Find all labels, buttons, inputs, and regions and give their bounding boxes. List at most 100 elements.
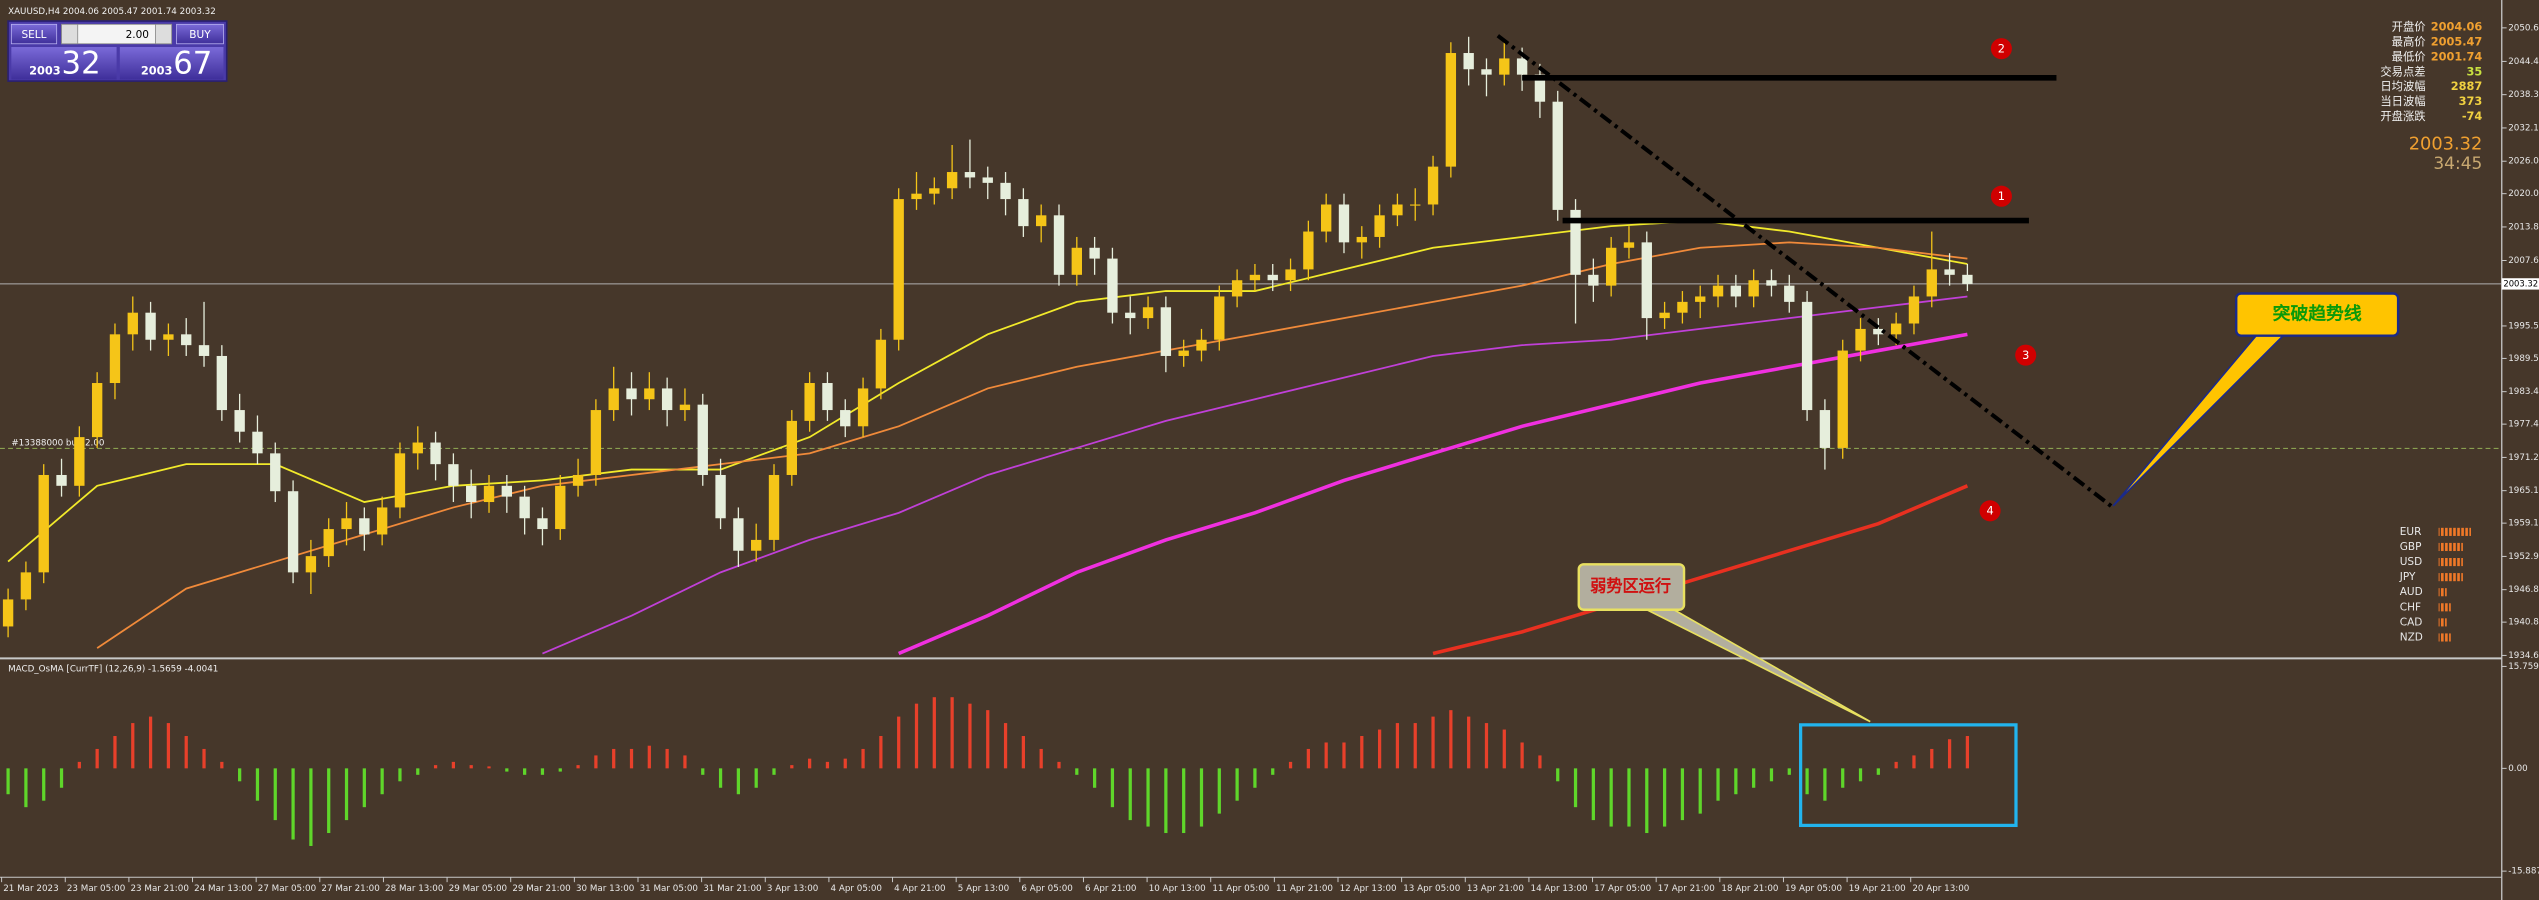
histogram-bar [1182, 768, 1186, 834]
histogram-bar [1698, 768, 1702, 814]
info-label: 交易点差 [2380, 64, 2425, 78]
strength-bar [2438, 588, 2447, 597]
candle-body [1320, 204, 1332, 232]
histogram-bar [1039, 748, 1043, 769]
x-tick-label: 19 Apr 05:00 [1785, 884, 1842, 894]
histogram-bar [1556, 768, 1560, 782]
candle-body [1588, 274, 1599, 286]
histogram-bar [1306, 748, 1310, 769]
histogram-bar [968, 703, 972, 769]
candle-body [768, 474, 780, 540]
histogram-bar [1912, 755, 1916, 769]
y-tick-label: 2020.00 [2508, 189, 2539, 199]
candle-body [430, 442, 441, 465]
histogram-bar [1591, 768, 1595, 821]
buy-button[interactable] [176, 23, 224, 45]
x-tick-label: 23 Mar 21:00 [131, 884, 189, 894]
candle-body [74, 437, 85, 486]
y-tick-label: 1940.80 [2508, 618, 2539, 628]
x-tick-label: 13 Apr 21:00 [1467, 884, 1524, 894]
currency-label: CAD [2400, 616, 2423, 628]
candle-body [20, 572, 32, 600]
candle-body [1605, 247, 1617, 286]
candle-body [1356, 236, 1367, 243]
candle-body [1267, 274, 1278, 281]
histogram-bar [1324, 742, 1328, 769]
histogram-bar [1199, 768, 1204, 827]
y-tick-label: 1995.55 [2508, 321, 2539, 331]
x-tick-label: 28 Mar 13:00 [385, 884, 443, 894]
candle-body [1908, 296, 1920, 324]
x-tick-label: 10 Apr 13:00 [1149, 884, 1206, 894]
x-tick-label: 19 Apr 21:00 [1849, 884, 1906, 894]
candle-body [840, 410, 851, 427]
candle-body [1338, 204, 1350, 243]
histogram-bar [879, 736, 883, 769]
ask-cell[interactable] [119, 47, 224, 80]
candle-body [1570, 209, 1581, 275]
info-value: -74 [2462, 109, 2483, 123]
info-value: 2005.47 [2431, 34, 2483, 48]
sell-button[interactable] [10, 23, 58, 45]
candle-body [626, 388, 637, 400]
histogram-bar [505, 768, 509, 772]
histogram-bar [1164, 768, 1168, 834]
histogram-bar [1342, 742, 1346, 769]
lot-decrease[interactable] [61, 23, 79, 45]
candle-body [1303, 231, 1314, 270]
histogram-bar [1128, 768, 1132, 821]
histogram-bar [1288, 761, 1293, 769]
candle-body [1926, 269, 1937, 297]
candle-body [1873, 328, 1884, 335]
histogram-bar [1573, 768, 1578, 808]
histogram-bar [1449, 710, 1453, 769]
histogram-bar [166, 723, 171, 769]
candle-body [1107, 258, 1118, 313]
histogram-bar [1057, 761, 1061, 769]
marker: 2 [1990, 38, 2012, 60]
candle-body [483, 485, 495, 503]
histogram-bar [790, 765, 794, 769]
y-tick-label: 1989.55 [2508, 354, 2539, 364]
callout-text: 突破趋势线 [2273, 303, 2362, 325]
y-tick-label: -15.8871 [2508, 867, 2539, 877]
y-tick-label: 2044.45 [2508, 57, 2539, 67]
candle-body [1641, 242, 1652, 319]
candle-body [91, 383, 103, 438]
x-tick-label: 13 Apr 05:00 [1403, 884, 1460, 894]
currency-label: CHF [2400, 601, 2421, 613]
countdown: 34:45 [2433, 154, 2482, 174]
moving-average [1432, 484, 1969, 656]
histogram-bar [202, 748, 206, 769]
histogram-bar [1805, 768, 1809, 795]
bid-cell[interactable] [11, 47, 117, 80]
candle-body [287, 491, 299, 573]
candle-body [145, 312, 156, 340]
candle-body [501, 485, 513, 497]
candle-body [109, 334, 121, 384]
candle-body [911, 193, 922, 200]
histogram-bar [736, 768, 741, 795]
candle-body [323, 529, 334, 557]
currency-label: NZD [2400, 631, 2423, 643]
candle-body [56, 474, 67, 486]
histogram-bar [113, 736, 117, 769]
info-label: 开盘涨跌 [2380, 109, 2425, 123]
histogram-bar [914, 703, 919, 769]
lot-increase[interactable] [155, 23, 173, 45]
candle-body [1481, 69, 1492, 75]
histogram-bar [1502, 729, 1506, 769]
x-tick-label: 23 Mar 05:00 [67, 884, 125, 894]
bid-small: 32 [62, 45, 101, 81]
price-tag-label: 2003.32 [2503, 278, 2538, 288]
histogram-bar [986, 710, 990, 769]
histogram-bar [77, 761, 81, 769]
candle-body [1516, 58, 1528, 75]
currency-label: GBP [2400, 541, 2422, 553]
candle-body [234, 410, 245, 432]
histogram-bar [1680, 768, 1685, 821]
x-tick-label: 21 Mar 2023 [3, 884, 58, 894]
histogram-bar [1734, 768, 1738, 795]
histogram-bar [1965, 736, 1970, 769]
